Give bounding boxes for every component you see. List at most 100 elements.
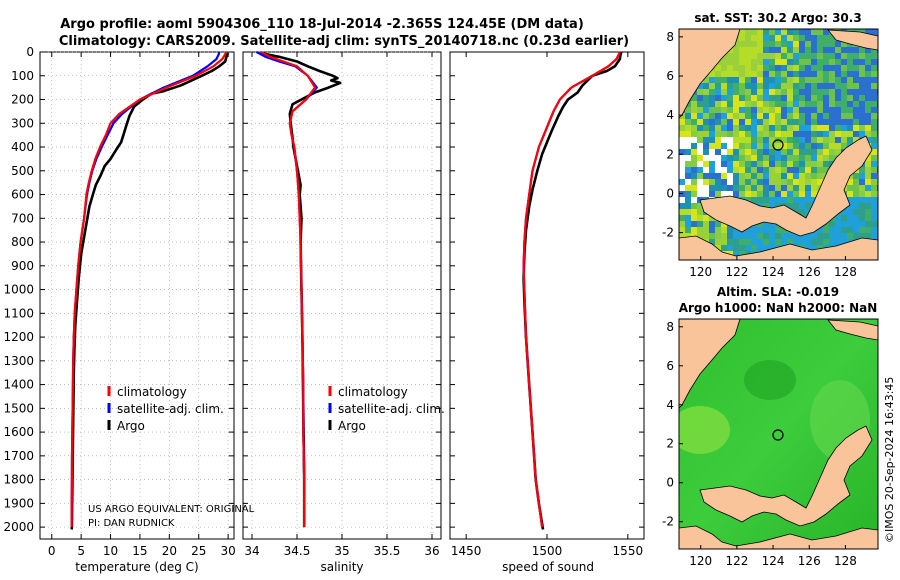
depth-tick-label: 1100	[3, 306, 34, 320]
sst-cell	[763, 65, 769, 71]
sst-cell	[793, 107, 799, 113]
map-x-tick-label: 122	[725, 265, 748, 279]
sst-cell	[691, 215, 697, 221]
salinity-x-ticks: 34 34.5 35 35.5 36	[243, 51, 441, 558]
sst-cell	[721, 119, 727, 125]
sst-cell	[763, 245, 769, 251]
sst-cell	[703, 221, 709, 227]
sst-cell	[751, 155, 757, 161]
sst-cell	[847, 221, 853, 227]
sst-cell	[853, 65, 859, 71]
sst-cell	[727, 101, 733, 107]
sst-cell	[787, 47, 793, 53]
sst-cell	[793, 185, 799, 191]
sst-cell	[757, 41, 763, 47]
sst-cell	[709, 215, 715, 221]
sst-cell	[811, 29, 817, 35]
sst-cell	[793, 47, 799, 53]
sst-cell	[715, 221, 721, 227]
sst-cell	[811, 89, 817, 95]
sst-cell	[847, 47, 853, 53]
sst-cell	[739, 101, 745, 107]
sst-cell	[685, 221, 691, 227]
sla-land-sulawesi	[699, 425, 873, 527]
sst-cell	[871, 83, 877, 89]
sst-cell	[841, 119, 847, 125]
sst-cell	[793, 197, 799, 203]
sst-cell	[721, 125, 727, 131]
sst-cell	[751, 113, 757, 119]
sst-cell	[769, 65, 775, 71]
sst-cell	[805, 41, 811, 47]
sst-cell	[823, 131, 829, 137]
sst-cell	[847, 209, 853, 215]
sst-cell	[865, 191, 871, 197]
sst-cell	[733, 41, 739, 47]
sst-cell	[817, 245, 823, 251]
sst-cell	[757, 155, 763, 161]
sst-cell	[835, 41, 841, 47]
series-line-climatology	[522, 51, 621, 528]
sst-cell	[685, 131, 691, 137]
sst-cell	[835, 95, 841, 101]
sst-cell	[871, 227, 877, 233]
sst-cell	[703, 101, 709, 107]
sst-cell	[817, 167, 823, 173]
map-y-tick-label: 4	[666, 398, 674, 412]
sst-cell	[841, 233, 847, 239]
sst-cell	[859, 221, 865, 227]
sst-cell	[691, 221, 697, 227]
sst-cell	[757, 77, 763, 83]
sst-cell	[871, 161, 877, 167]
sst-cell	[763, 113, 769, 119]
sst-cell	[859, 53, 865, 59]
sst-cell	[739, 239, 745, 245]
depth-tick-label: 1800	[3, 473, 34, 487]
sst-cell	[853, 197, 859, 203]
sst-cell	[847, 131, 853, 137]
sst-cell	[715, 233, 721, 239]
sst-cell	[853, 191, 859, 197]
sst-cell	[817, 101, 823, 107]
sst-cell	[859, 47, 865, 53]
sst-cell	[709, 113, 715, 119]
sst-cell	[685, 119, 691, 125]
sst-cell	[685, 143, 691, 149]
sst-cell	[721, 185, 727, 191]
sst-cell	[769, 221, 775, 227]
sst-cell	[775, 173, 781, 179]
sst-cell	[739, 95, 745, 101]
sst-cell	[811, 173, 817, 179]
sst-cell	[781, 107, 787, 113]
sst-cell	[685, 233, 691, 239]
sst-cell	[757, 143, 763, 149]
temperature-axes-frame	[39, 51, 235, 540]
temperature-x-ticks: 0 5 10 15 20 25 30	[40, 51, 236, 558]
sst-cell	[793, 191, 799, 197]
map-x-tick-label: 128	[834, 265, 857, 279]
sst-cell	[853, 59, 859, 65]
sst-cell	[697, 107, 703, 113]
sst-cell	[787, 179, 793, 185]
sst-cell	[841, 131, 847, 137]
sst-cell	[769, 197, 775, 203]
sst-cell	[775, 233, 781, 239]
sst-cell	[691, 143, 697, 149]
sst-cell	[679, 233, 685, 239]
sst-cell	[835, 143, 841, 149]
sst-cell	[685, 167, 691, 173]
sst-cell	[853, 119, 859, 125]
sst-cell	[805, 125, 811, 131]
sst-cell	[823, 137, 829, 143]
sst-cell	[775, 227, 781, 233]
sst-cell	[835, 101, 841, 107]
sst-cell	[787, 101, 793, 107]
sst-cell	[799, 41, 805, 47]
sst-cell	[871, 197, 877, 203]
sst-cell	[709, 173, 715, 179]
sst-cell	[853, 107, 859, 113]
sst-cell	[733, 107, 739, 113]
sst-cell	[751, 107, 757, 113]
sst-cell	[745, 59, 751, 65]
sst-cell	[727, 89, 733, 95]
